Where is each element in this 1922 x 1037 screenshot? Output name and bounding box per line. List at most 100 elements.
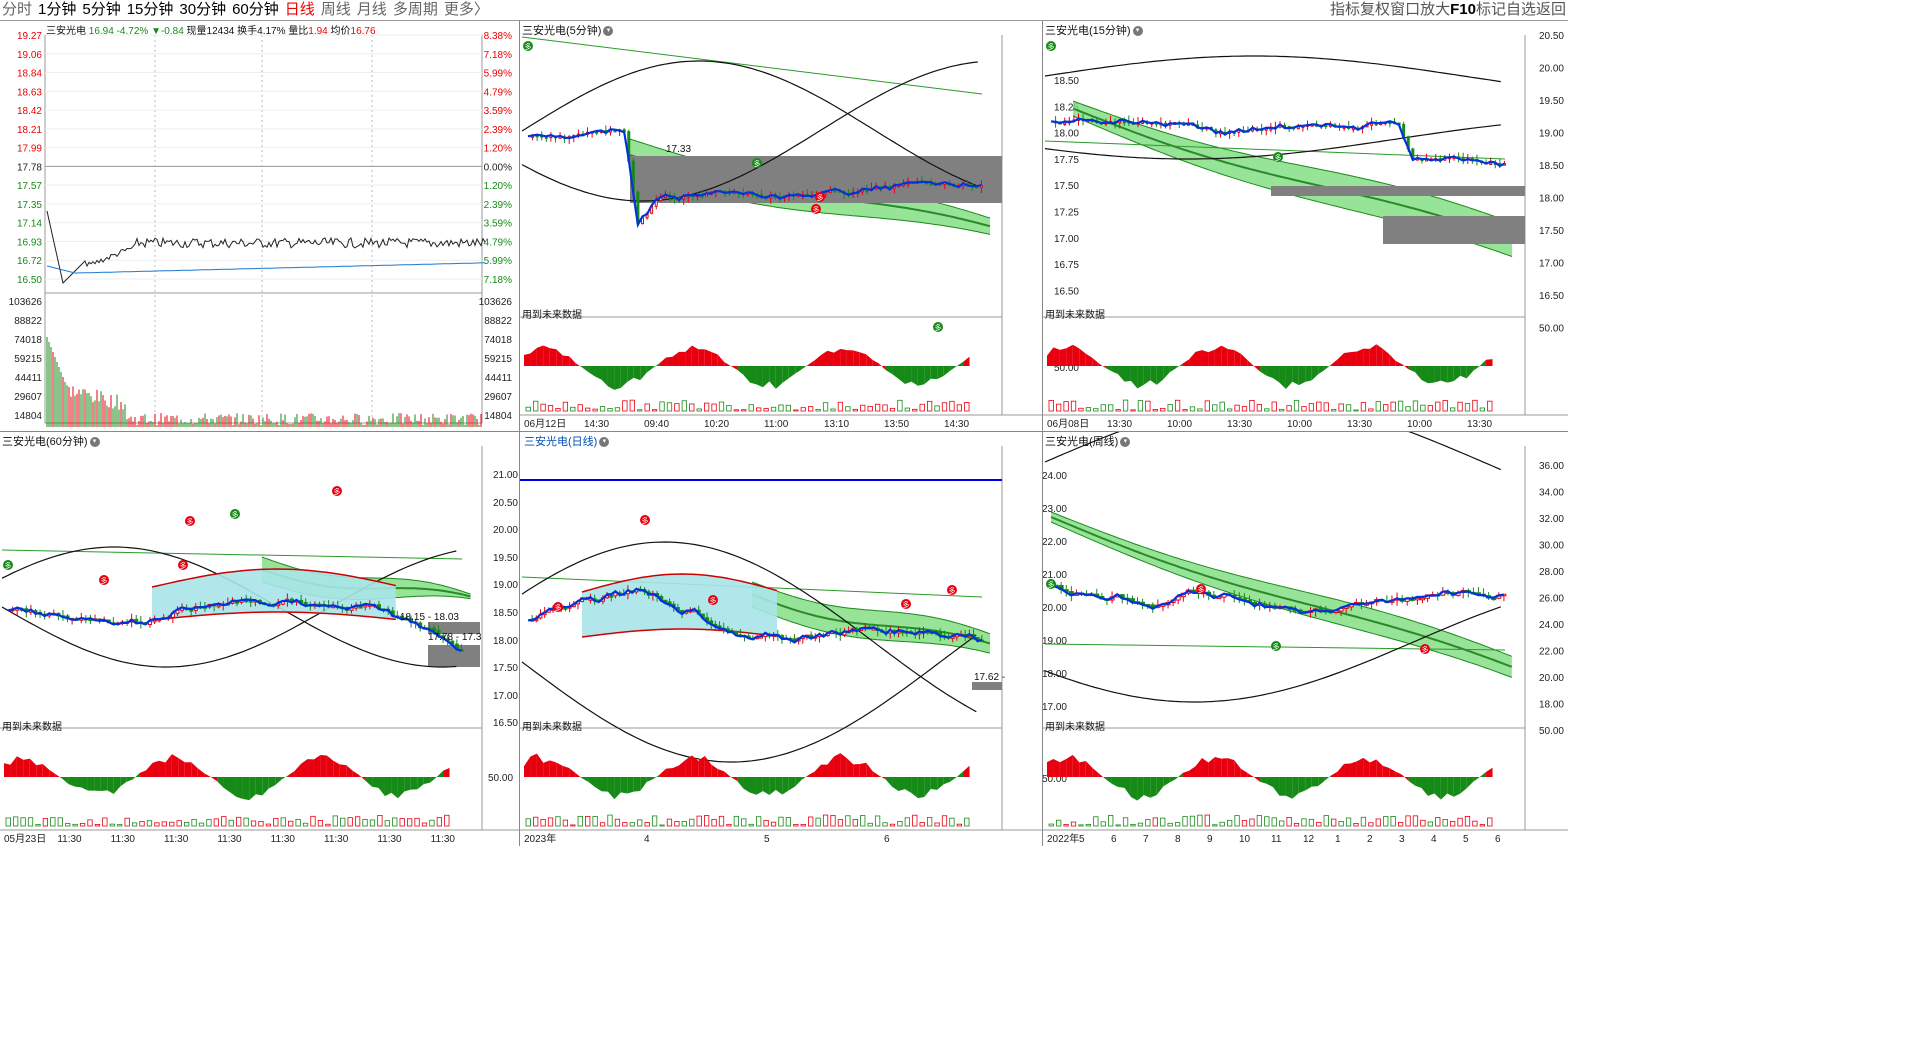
tab-monthly[interactable]: 月线 [356, 1, 387, 18]
tab-30min[interactable]: 30分钟 [179, 1, 227, 18]
pct-tick: 3.59% [484, 106, 512, 117]
right-axis-label: 28.00 [1539, 567, 1564, 578]
oscillator-area [443, 767, 450, 777]
dropdown-icon[interactable]: ▾ [89, 437, 100, 448]
x-axis-label: 10:00 [1407, 419, 1432, 430]
sub-volume-bar [131, 822, 138, 827]
kline-daily-title[interactable]: 三安光电(日线) ▾ [524, 433, 610, 449]
oscillator-area [956, 771, 964, 778]
oscillator-area [301, 759, 308, 777]
sub-volume-bar [726, 823, 732, 827]
sub-volume-bar [1360, 402, 1367, 412]
x-axis-label: 6 [1111, 834, 1117, 845]
dropdown-icon[interactable]: ▾ [1120, 437, 1131, 448]
sub-volume-bar [1301, 818, 1307, 827]
volume-tick: 74018 [484, 335, 512, 346]
oscillator-area [963, 356, 970, 366]
oscillator-area [853, 350, 860, 366]
resistance-zone [428, 622, 480, 634]
indicator-button[interactable]: 指标 [1330, 1, 1361, 18]
f10-button[interactable]: F10 [1450, 1, 1476, 18]
kline-weekly-chart[interactable]: 24.00 23.00 22.00 21.00 20.00 19.00 18.00 17.00… [1043, 432, 1568, 846]
oscillator-area [410, 777, 418, 790]
tab-multi-period[interactable]: 多周期 [392, 1, 438, 18]
sub-volume-bar [696, 815, 702, 827]
tab-5min[interactable]: 5分钟 [82, 1, 121, 18]
sub-volume-bar [154, 822, 160, 827]
sub-volume-bar [1301, 406, 1307, 412]
kline-15min-chart[interactable]: 18.50 18.25 18.00 17.75 17.50 17.25 17.00 16.75… [1043, 21, 1568, 431]
dropdown-icon[interactable]: ▾ [603, 26, 614, 37]
oscillator-area [543, 345, 550, 366]
kline-15min-title[interactable]: 三安光电(15分钟) ▾ [1045, 22, 1143, 38]
dropdown-icon[interactable]: ▾ [1132, 26, 1143, 37]
sub-volume-bar [1189, 815, 1196, 827]
sub-volume-bar [852, 408, 858, 412]
oscillator-area [1318, 777, 1325, 787]
x-axis-label: 5 [1079, 834, 1085, 845]
zoom-button[interactable]: 放大 [1420, 1, 1451, 18]
sub-volume-bar [941, 402, 948, 412]
daily-y-label: 21.00 [492, 470, 518, 481]
sub-volume-bar [399, 818, 405, 827]
oscillator-area [1298, 777, 1306, 793]
adjust-button[interactable]: 复权 [1360, 1, 1391, 18]
pct-tick: 0.00% [484, 162, 512, 173]
x-axis-label: 13:30 [1107, 419, 1132, 430]
oscillator-area [762, 366, 770, 388]
sub-volume-bar [1375, 818, 1381, 827]
oscillator-area [1331, 771, 1338, 777]
tab-15min[interactable]: 15分钟 [126, 1, 174, 18]
candle [1489, 162, 1493, 166]
right-axis-label: 18.50 [1539, 161, 1564, 172]
y-axis-label: 21.00 [1043, 570, 1067, 581]
tab-1min[interactable]: 1分钟 [38, 1, 77, 18]
avg-label: 均价 [330, 26, 351, 37]
mark-button[interactable]: 标记 [1475, 1, 1506, 18]
signal-badge-icon: 多 [334, 487, 341, 496]
tab-more[interactable]: 更多〉 [443, 1, 489, 18]
intraday-chart[interactable]: 19.27 8.38% 19.06 7.18% 18.84 5.99% 18.63 4.79%… [0, 21, 519, 431]
tab-60min[interactable]: 60分钟 [232, 1, 279, 18]
sub-volume-bar [1137, 822, 1144, 827]
kline-weekly-title[interactable]: 三安光电(周线) ▾ [1045, 433, 1131, 449]
tab-intraday[interactable]: 分时 [2, 1, 33, 18]
sub-volume-bar [1115, 409, 1121, 412]
price-tick: 19.27 [17, 31, 42, 42]
oscillator-area [16, 756, 24, 777]
daily-y-axis: 21.00 20.50 20.00 19.50 19.00 18.50 18.0… [478, 462, 518, 738]
sub-volume-bar [681, 400, 687, 412]
sub-volume-bar [889, 407, 896, 412]
back-button[interactable]: 返回 [1535, 1, 1566, 18]
sub-volume-bar [845, 406, 851, 412]
sub-volume-bar [570, 824, 576, 827]
chart-frame [44, 34, 483, 424]
ma-long-line [521, 36, 983, 95]
oscillator-area [872, 771, 880, 777]
oscillator-area [1421, 366, 1428, 384]
watchlist-button[interactable]: 自选 [1505, 1, 1536, 18]
oscillator-area [236, 777, 243, 800]
oscillator-area [872, 359, 880, 366]
ma-long-line [1, 549, 463, 560]
kline-5min-title[interactable]: 三安光电(5分钟) ▾ [522, 22, 614, 38]
volume-tick: 29607 [14, 392, 42, 403]
sub-volume-bar [1108, 815, 1114, 827]
kline-60min-title[interactable]: 三安光电(60分钟) ▾ [2, 433, 100, 449]
kline-daily-chart[interactable]: 21.0020.5020.0019.5019.0018.5018.0017.50… [520, 432, 1042, 846]
oscillator-area [1195, 758, 1202, 777]
sub-volume-bar [1241, 406, 1248, 412]
oscillator-area [436, 770, 444, 778]
dropdown-icon[interactable]: ▾ [599, 437, 610, 448]
window-button[interactable]: 窗口 [1390, 1, 1421, 18]
sub-volume-bar [1219, 401, 1225, 412]
candle [1063, 122, 1067, 125]
oscillator-area [1453, 366, 1461, 382]
sub-volume-bar [1397, 821, 1404, 827]
tab-daily[interactable]: 日线 [284, 1, 315, 18]
oscillator-area [404, 777, 411, 792]
tab-weekly[interactable]: 周线 [320, 1, 351, 18]
daily-y-label: 18.00 [492, 635, 518, 647]
